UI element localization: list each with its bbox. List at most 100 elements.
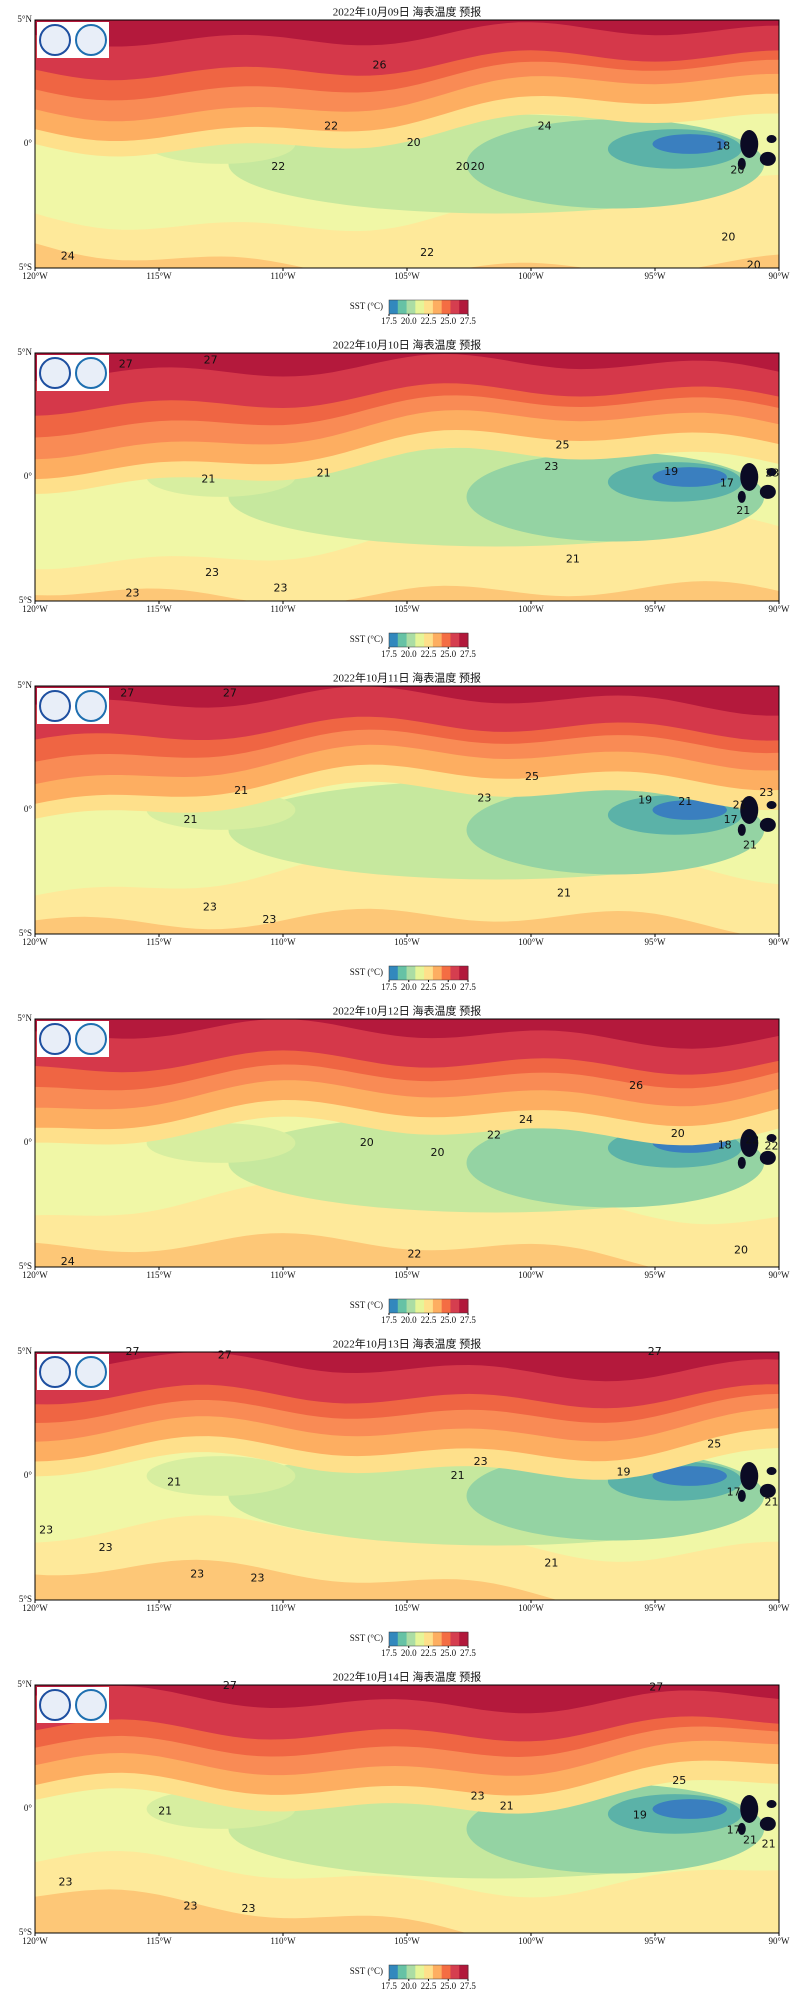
colorbar-segment: [424, 966, 434, 980]
lon-label: 120°W: [22, 1270, 48, 1280]
warm-south-2: [35, 1233, 779, 1267]
contour-label: 22: [745, 1134, 759, 1147]
lon-label: 110°W: [270, 1270, 296, 1280]
lat-label: 0°: [24, 138, 33, 148]
contour-label: 23: [250, 1571, 264, 1584]
colorbar-tick-label: 25.0: [440, 649, 456, 659]
colorbar-segment: [424, 1965, 434, 1979]
panel-title: 2022年10月11日 海表温度 预报: [333, 671, 481, 685]
contour-label: 17: [720, 476, 734, 489]
lat-label: 5°S: [19, 1927, 32, 1937]
cool-west: [146, 1456, 296, 1496]
contour-label: 23: [544, 460, 558, 473]
lon-label: 115°W: [146, 271, 172, 281]
colorbar-segment: [450, 1632, 460, 1646]
contour-label: 25: [525, 770, 539, 783]
contour-label: 21: [183, 813, 197, 826]
island: [759, 1150, 776, 1165]
warm-band: [35, 1019, 779, 1049]
lon-label: 100°W: [518, 604, 544, 614]
lon-label: 90°W: [768, 937, 790, 947]
colorbar-segment: [415, 1299, 425, 1313]
contour-label: 24: [61, 250, 75, 263]
lat-label: 0°: [24, 1803, 33, 1813]
island: [766, 1467, 777, 1476]
contour-label: 23: [39, 1523, 53, 1536]
lon-label: 105°W: [394, 604, 420, 614]
contour-label: 21: [201, 472, 215, 485]
colorbar-tick-label: 25.0: [440, 1981, 456, 1991]
contour-label: 25: [555, 438, 569, 451]
colorbar-label: SST (°C): [350, 1633, 383, 1643]
lon-label: 115°W: [146, 1603, 172, 1613]
island: [737, 490, 746, 503]
colorbar-segment: [397, 1965, 408, 1979]
island: [740, 1129, 759, 1157]
logo: [39, 690, 71, 722]
lon-label: 115°W: [146, 1936, 172, 1946]
cold-core: [652, 134, 727, 154]
cool-band-2: [466, 119, 765, 209]
contour-label: 20: [431, 1146, 445, 1159]
warm-south-2: [35, 1559, 779, 1600]
warm-band: [35, 20, 779, 47]
colorbar-tick-label: 20.0: [401, 649, 417, 659]
lon-label: 120°W: [22, 604, 48, 614]
colorbar-segment: [397, 966, 408, 980]
colorbar-segment: [415, 300, 425, 314]
island: [737, 157, 746, 170]
contour-label: 21: [566, 552, 580, 565]
contour-label: 27: [125, 1345, 139, 1358]
contour-label: 21: [317, 466, 331, 479]
contour-label: 20: [471, 160, 485, 173]
colorbar-tick-label: 20.0: [401, 1981, 417, 1991]
logo: [75, 24, 107, 56]
warm-south-2: [35, 1889, 779, 1933]
island: [759, 151, 776, 166]
lon-label: 105°W: [394, 271, 420, 281]
colorbar-tick-label: 20.0: [401, 1315, 417, 1325]
lon-label: 100°W: [518, 1603, 544, 1613]
colorbar-segment: [432, 633, 443, 647]
contour-label: 19: [664, 465, 678, 478]
contour-label: 20: [360, 1136, 374, 1149]
contour-label: 19: [617, 1465, 631, 1478]
colorbar-tick-label: 22.5: [421, 1648, 437, 1658]
colorbar-segment: [450, 300, 460, 314]
colorbar-segment: [406, 1299, 416, 1313]
warm-band: [35, 1685, 779, 1714]
contour-label: 23: [262, 913, 276, 926]
colorbar-segment: [389, 633, 399, 647]
colorbar-tick-label: 22.5: [421, 1981, 437, 1991]
contour-label: 27: [218, 1349, 232, 1362]
panel-title: 2022年10月10日 海表温度 预报: [333, 338, 482, 352]
lon-label: 95°W: [644, 1270, 666, 1280]
logo: [75, 1689, 107, 1721]
sst-field: [35, 20, 779, 268]
contour-label: 21: [743, 838, 757, 851]
lon-label: 110°W: [270, 937, 296, 947]
colorbar-segment: [389, 1965, 399, 1979]
lon-label: 90°W: [768, 604, 790, 614]
colorbar-tick-label: 27.5: [460, 1981, 476, 1991]
cold-core: [652, 467, 727, 487]
contour-label: 27: [120, 687, 134, 700]
colorbar-segment: [432, 1299, 443, 1313]
colorbar-segment: [450, 966, 460, 980]
logo: [39, 357, 71, 389]
colorbar-segment: [459, 300, 469, 314]
contour-label: 20: [671, 1127, 685, 1140]
colorbar-tick-label: 27.5: [460, 1648, 476, 1658]
colorbar-segment: [397, 633, 408, 647]
colorbar-tick-label: 20.0: [401, 316, 417, 326]
contour-label: 22: [407, 1247, 421, 1260]
contour-label: 21: [158, 1804, 172, 1817]
colorbar-tick-label: 27.5: [460, 1315, 476, 1325]
colorbar-segment: [441, 633, 451, 647]
contour-label: 23: [203, 900, 217, 913]
colorbar-label: SST (°C): [350, 1300, 383, 1310]
island: [740, 463, 759, 491]
colorbar-segment: [424, 300, 434, 314]
island: [766, 1134, 777, 1143]
